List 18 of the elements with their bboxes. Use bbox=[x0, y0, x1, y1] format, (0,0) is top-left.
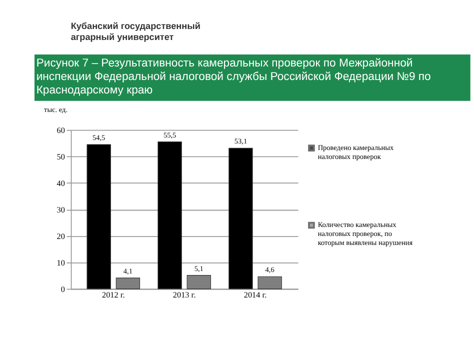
bar bbox=[258, 276, 282, 290]
y-tick-label: 60 bbox=[56, 126, 65, 136]
y-tick-label: 40 bbox=[56, 179, 65, 188]
y-tick-label: 30 bbox=[56, 206, 65, 215]
bar bbox=[86, 144, 111, 290]
chart-title: Рисунок 7 – Результативность камеральных проверок по Межрайонной инспекции Федеральной налоговой службы Российской Федерации №9 по Краснодарскому краю bbox=[36, 57, 431, 97]
bar bbox=[158, 142, 182, 290]
x-tick-label: 2012 г. bbox=[102, 290, 125, 300]
y-tick-label: 50 bbox=[56, 152, 65, 162]
bar bbox=[186, 275, 211, 290]
y-tick-label: 0 bbox=[60, 284, 65, 294]
bar bbox=[228, 148, 253, 290]
x-tick-label: 2014 г. bbox=[244, 290, 267, 300]
y-tick-label: 20 bbox=[56, 232, 65, 242]
x-tick-label: 2013 г. bbox=[172, 290, 196, 300]
bar bbox=[116, 278, 140, 290]
text: Кубанский государственный аграрный университет bbox=[70, 21, 200, 42]
y-tick-label: 10 bbox=[56, 258, 65, 268]
